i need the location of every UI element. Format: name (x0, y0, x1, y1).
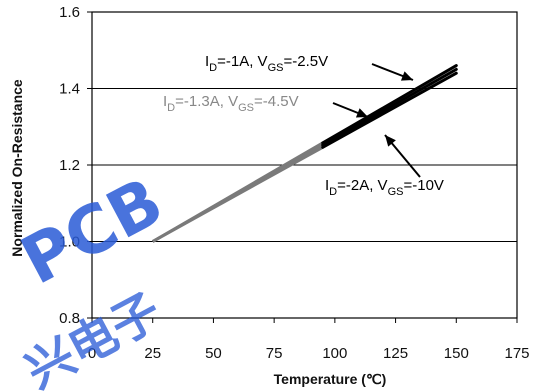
series-line-3 (321, 71, 458, 149)
x-tick-label: 100 (322, 345, 347, 362)
x-tick-label: 175 (504, 345, 529, 362)
x-axis-label: Temperature (℃) (274, 371, 387, 387)
plot-frame (91, 11, 518, 319)
arrow-2-head (355, 108, 368, 118)
arrow-3-head (385, 135, 396, 147)
y-tick-label: 1.6 (59, 4, 80, 21)
x-tick-label: 25 (144, 345, 161, 362)
x-tick-label: 75 (266, 345, 283, 362)
x-tick-label: 150 (444, 345, 469, 362)
x-tick-label: 125 (383, 345, 408, 362)
annotation-a3: ID=-2A, VGS=-10V (325, 177, 444, 198)
y-tick-label: 1.2 (59, 157, 80, 174)
series-line-3-low (151, 145, 324, 243)
y-tick-label: 1.0 (59, 234, 80, 251)
y-tick-label: 1.4 (59, 81, 80, 98)
watermark-chinese-text: 兴电子 (17, 283, 170, 392)
series-line-2 (321, 67, 458, 147)
y-tick-labels: 0.8 1.0 1.2 1.4 1.6 (59, 4, 80, 327)
annotation-arrows (332, 63, 421, 178)
y-axis-label: Normalized On-Resistance (9, 79, 25, 257)
arrow-1-head (400, 71, 413, 81)
y-tick-label: 0.8 (59, 310, 80, 327)
annotation-a1: ID=-1A, VGS=-2.5V (205, 53, 328, 74)
x-tick-labels: 0 25 50 75 100 125 150 175 (88, 345, 530, 362)
annotations: ID=-1A, VGS=-2.5V ID=-1.3A, VGS=-4.5V ID=-… (163, 53, 444, 198)
series-line-1 (321, 64, 458, 145)
grid (87, 11, 518, 323)
series-lines (151, 64, 458, 243)
x-tick-label: 0 (88, 345, 96, 362)
x-tick-label: 50 (205, 345, 222, 362)
annotation-a2: ID=-1.3A, VGS=-4.5V (163, 93, 299, 114)
